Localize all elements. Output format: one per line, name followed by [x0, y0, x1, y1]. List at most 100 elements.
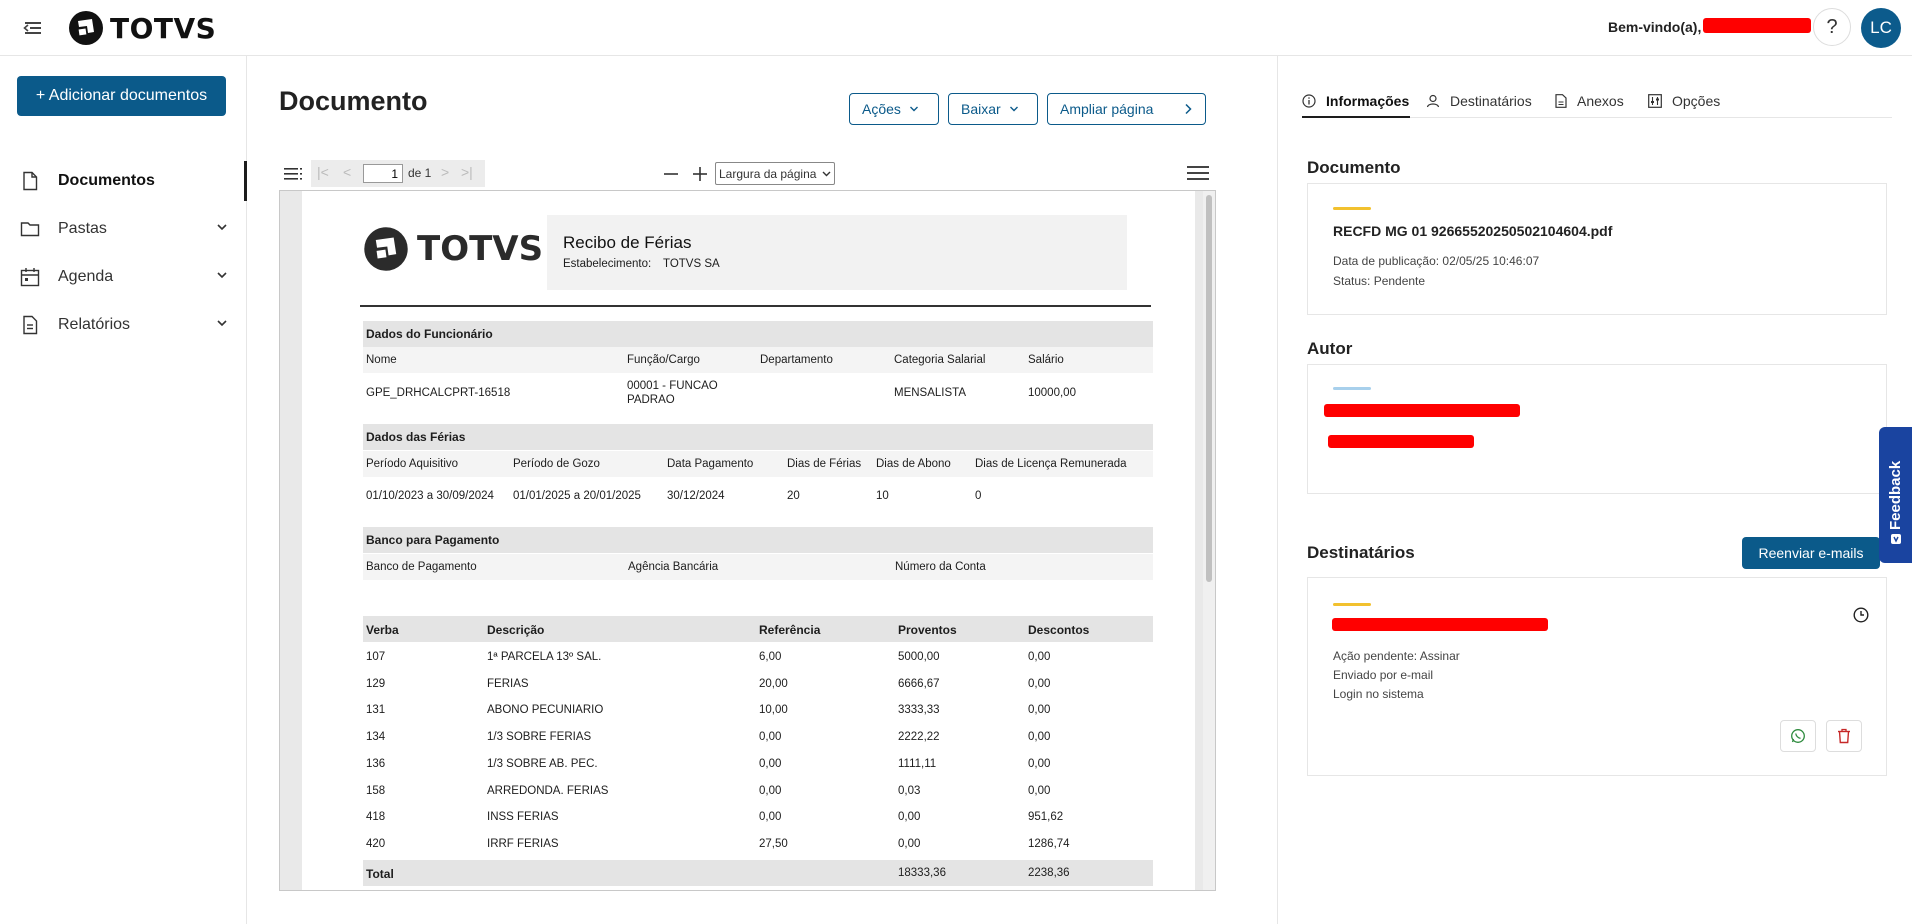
- calendar-icon: [20, 268, 40, 287]
- sidebar-item-agenda[interactable]: Agenda: [0, 255, 247, 299]
- establishment-value: TOTVS SA: [663, 258, 720, 270]
- prev-page-icon[interactable]: <: [343, 164, 352, 180]
- item-proventos: 5000,00: [898, 651, 940, 663]
- item-description: ARREDONDA. FERIAS: [487, 784, 609, 797]
- item-reference: 0,00: [759, 784, 782, 797]
- item-description: ABONO PECUNIARIO: [487, 704, 604, 717]
- menu-icon[interactable]: [22, 18, 44, 38]
- feedback-label: Feedback: [1887, 460, 1904, 530]
- item-reference: 10,00: [759, 704, 788, 717]
- document-card: RECFD MG 01 92665520250502104604.pdf Dat…: [1307, 183, 1887, 315]
- item-descontos: 0,00: [1028, 704, 1051, 717]
- receipt-logo: TOTVS: [363, 226, 543, 272]
- feedback-icon: [1891, 534, 1901, 544]
- col-header: Dias de Férias: [787, 458, 862, 470]
- receipt-title-box: Recibo de Férias Estabelecimento: TOTVS …: [547, 215, 1127, 290]
- chevron-down-icon: [909, 106, 918, 112]
- redacted-user-name: [1703, 18, 1811, 33]
- sidebar-item-pastas[interactable]: Pastas: [0, 207, 247, 251]
- section-header-bank: Banco para Pagamento: [363, 527, 1153, 553]
- expand-page-label: Ampliar página: [1060, 101, 1154, 117]
- first-page-icon[interactable]: |<: [317, 164, 329, 180]
- author-heading: Autor: [1307, 339, 1353, 358]
- establishment-label: Estabelecimento:: [563, 258, 652, 270]
- receipt-title: Recibo de Férias: [563, 233, 692, 252]
- avatar[interactable]: LC: [1861, 8, 1901, 48]
- resend-emails-button[interactable]: Reenviar e-mails: [1742, 537, 1880, 569]
- help-button[interactable]: ?: [1813, 8, 1851, 46]
- employee-header-row: [363, 347, 1153, 373]
- col-header: Proventos: [898, 623, 957, 637]
- delete-button[interactable]: [1826, 720, 1862, 752]
- item-proventos: 0,03: [898, 784, 921, 797]
- item-description: IRRF FERIAS: [487, 837, 559, 850]
- sidebar-item-label: Relatórios: [58, 316, 131, 333]
- clock-icon: [1853, 607, 1869, 623]
- chevron-right-icon: [1185, 103, 1192, 115]
- col-header: Verba: [366, 623, 399, 637]
- col-header: Data Pagamento: [667, 458, 754, 470]
- actions-button[interactable]: Ações: [849, 93, 939, 125]
- feedback-tab[interactable]: Feedback: [1879, 427, 1912, 563]
- redacted-author-email: [1328, 435, 1474, 448]
- total-row: [363, 860, 1153, 886]
- last-page-icon[interactable]: >|: [461, 164, 473, 180]
- add-documents-button[interactable]: + Adicionar documentos: [17, 76, 226, 116]
- file-name[interactable]: RECFD MG 01 92665520250502104604.pdf: [1333, 223, 1613, 239]
- sidebar-item-relatorios[interactable]: Relatórios: [0, 303, 247, 347]
- hamburger-menu-icon[interactable]: [1187, 164, 1209, 182]
- item-code: 107: [366, 651, 386, 663]
- whatsapp-icon: [1791, 729, 1805, 743]
- whatsapp-button[interactable]: [1780, 720, 1816, 752]
- employee-name: GPE_DRHCALCPRT-16518: [366, 387, 511, 399]
- logo-text: TOTVS: [110, 11, 217, 45]
- zoom-select[interactable]: Largura da página: [715, 162, 835, 185]
- zoom-in-icon[interactable]: [693, 167, 707, 181]
- outline-toggle-icon[interactable]: [284, 166, 304, 182]
- tab-label: Anexos: [1577, 93, 1624, 109]
- item-description: 1/3 SOBRE FERIAS: [487, 731, 592, 744]
- tab-anexos[interactable]: Anexos: [1555, 89, 1624, 113]
- col-header: Nome: [366, 354, 397, 366]
- scrollbar-thumb[interactable]: [1206, 195, 1212, 582]
- recipient-card: Ação pendente: Assinar Enviado por e-mai…: [1307, 577, 1887, 776]
- accent-line: [1333, 603, 1371, 606]
- top-bar: TOTVS Bem-vindo(a), ? LC: [0, 0, 1912, 56]
- pdf-scrollbar[interactable]: [1203, 191, 1215, 890]
- document-icon: [23, 171, 38, 191]
- recipients-heading: Destinatários: [1307, 543, 1415, 562]
- employee-category: MENSALISTA: [894, 387, 966, 399]
- page-total: de 1: [408, 166, 432, 180]
- tab-opcoes[interactable]: Opções: [1648, 89, 1720, 113]
- total-proventos: 18333,36: [898, 867, 946, 879]
- vacation-header-row: [363, 451, 1153, 477]
- document-status: Status: Pendente: [1333, 274, 1426, 288]
- next-page-icon[interactable]: >: [441, 164, 450, 180]
- attachment-file-icon: [1555, 94, 1567, 108]
- chevron-down-icon: [822, 171, 831, 177]
- col-header: Dias de Abono: [876, 458, 951, 470]
- details-tabs: Informações Destinatários Anexos Opções: [1302, 84, 1892, 118]
- expand-page-button[interactable]: Ampliar página: [1047, 93, 1206, 125]
- page-nav-group: |< < de 1 > >|: [311, 160, 485, 187]
- download-button[interactable]: Baixar: [948, 93, 1038, 125]
- zoom-out-icon[interactable]: [664, 167, 678, 181]
- col-header: Agência Bancária: [628, 561, 719, 573]
- item-proventos: 6666,67: [898, 677, 940, 690]
- tab-destinatarios[interactable]: Destinatários: [1426, 89, 1532, 113]
- tab-informacoes[interactable]: Informações: [1302, 89, 1409, 113]
- pdf-viewer[interactable]: TOTVS Recibo de Férias Estabelecimento: …: [279, 190, 1216, 891]
- col-header: Período de Gozo: [513, 458, 600, 470]
- col-header: Número da Conta: [895, 561, 986, 573]
- totvs-logo-icon: [364, 227, 408, 271]
- item-reference: 27,50: [759, 837, 788, 850]
- item-code: 158: [366, 784, 386, 797]
- item-proventos: 1111,11: [898, 757, 937, 770]
- divider-line: [360, 305, 1151, 307]
- page-number-input[interactable]: [363, 164, 403, 183]
- item-reference: 6,00: [759, 651, 782, 663]
- section-header-employee: Dados do Funcionário: [363, 321, 1153, 347]
- zoom-select-value: Largura da página: [719, 167, 817, 181]
- totvs-logo[interactable]: TOTVS: [68, 9, 216, 47]
- sidebar-item-documentos[interactable]: Documentos: [0, 159, 247, 203]
